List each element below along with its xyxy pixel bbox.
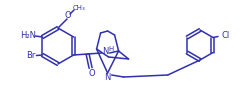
Text: N: N xyxy=(102,47,109,56)
Text: H₂N: H₂N xyxy=(20,31,36,39)
Text: N: N xyxy=(104,74,111,83)
Text: Cl: Cl xyxy=(222,31,230,40)
Text: H: H xyxy=(108,46,113,52)
Text: CH₃: CH₃ xyxy=(73,5,85,11)
Text: Br: Br xyxy=(26,52,35,61)
Text: O: O xyxy=(65,12,71,21)
Text: O: O xyxy=(88,69,95,77)
